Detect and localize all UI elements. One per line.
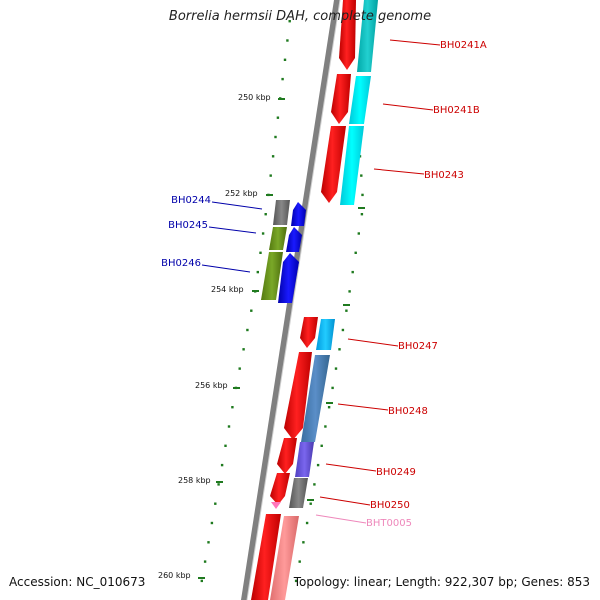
- right-rail-dot: [357, 232, 360, 235]
- left-rail-dot: [224, 444, 227, 447]
- right-rail-dot: [305, 521, 309, 525]
- scale-label-256kbp: 256 kbp: [195, 381, 228, 390]
- gene-label-bh0241a[interactable]: BH0241A: [440, 40, 487, 51]
- left-rail-dot: [271, 155, 275, 158]
- gene-arrow-bh0247[interactable]: [300, 317, 318, 348]
- right-rail-dot: [341, 328, 345, 332]
- scale-label-254kbp: 254 kbp: [211, 285, 244, 294]
- scale-labels: 250 kbp 252 kbp 254 kbp 256 kbp 258 kbp …: [158, 93, 271, 580]
- page-title: Borrelia hermsii DAH, complete genome: [168, 9, 432, 24]
- label-leader-lines: [201, 39, 441, 524]
- gene-arrow-bh0245[interactable]: [286, 227, 302, 252]
- scale-label-258kbp: 258 kbp: [178, 476, 211, 485]
- right-rail-dot: [324, 425, 327, 428]
- left-rail-dot: [269, 174, 272, 177]
- left-rail-dot: [203, 560, 207, 563]
- scale-label-252kbp: 252 kbp: [225, 189, 258, 198]
- left-rail-dot: [283, 58, 287, 61]
- scale-label-260kbp: 260 kbp: [158, 571, 191, 580]
- gene-arrow-bh0246[interactable]: [278, 253, 299, 303]
- gene-label-bh0246[interactable]: BH0246: [161, 258, 201, 269]
- left-rail-dot: [261, 232, 265, 235]
- right-rail-dot: [334, 367, 338, 370]
- left-rail-dot: [217, 483, 220, 486]
- right-rail-dot: [348, 290, 351, 293]
- gene-arrow-bh0241a[interactable]: [339, 0, 356, 70]
- left-rail-dot: [276, 116, 280, 119]
- left-rail-dot: [207, 541, 210, 544]
- gene-label-bh0250[interactable]: BH0250: [370, 500, 410, 511]
- right-rail-dot: [354, 251, 357, 254]
- gene-block-bh0248[interactable]: [301, 355, 330, 442]
- right-rail-dot: [327, 406, 331, 409]
- right-rail-dot: [316, 463, 320, 467]
- left-rail-dot: [246, 328, 249, 332]
- gene-label-bh0245[interactable]: BH0245: [168, 220, 208, 231]
- right-rail-dot: [298, 560, 301, 563]
- gene-block-bh0247[interactable]: [316, 319, 335, 350]
- right-rail-dot: [320, 444, 323, 447]
- gene-label-bh0249[interactable]: BH0249: [376, 467, 416, 478]
- gene-block-bh0250[interactable]: [289, 478, 308, 508]
- gene-label-bh0244[interactable]: BH0244: [171, 195, 211, 206]
- gene-block-bh0241b[interactable]: [349, 76, 371, 124]
- right-rail-dot: [351, 270, 354, 274]
- right-rail-dot: [302, 541, 305, 544]
- left-rail-dot: [286, 39, 289, 42]
- gene-block-bh0249[interactable]: [295, 442, 314, 477]
- left-rail-dot: [214, 502, 217, 505]
- left-rail-dot: [200, 579, 203, 583]
- left-rail-dot: [210, 521, 214, 525]
- gene-labels: BH0241A BH0241B BH0243 BH0244 BH0245 BH0…: [161, 40, 487, 529]
- left-rail-dot: [227, 425, 231, 428]
- gene-block-bh0241a[interactable]: [357, 0, 378, 72]
- right-rail-dot: [360, 174, 363, 177]
- gene-block-bh0244[interactable]: [273, 200, 290, 225]
- right-rail-dot: [309, 502, 312, 505]
- gene-arrow-next-1[interactable]: [251, 514, 281, 600]
- topology-text: Topology: linear; Length: 922,307 bp; Ge…: [293, 575, 590, 589]
- right-rail-dot: [345, 309, 348, 312]
- left-rail-dot: [288, 20, 291, 23]
- left-rail-dot: [242, 348, 245, 351]
- gene-block-bh0243[interactable]: [340, 126, 364, 205]
- gene-arrow-bh0249[interactable]: [277, 438, 297, 474]
- gene-block-bh0245[interactable]: [269, 227, 287, 250]
- gene-cluster-bh0247-0250: [251, 317, 335, 600]
- left-rail-dot: [231, 406, 234, 409]
- gene-label-bh0241b[interactable]: BH0241B: [433, 105, 480, 116]
- gene-arrow-bh0241b[interactable]: [331, 74, 351, 124]
- right-rail-dot: [360, 213, 364, 216]
- gene-block-next-1[interactable]: [270, 516, 299, 600]
- gene-label-bht0005[interactable]: BHT0005: [366, 518, 412, 529]
- gene-cluster-bh0241-0243: [321, 0, 378, 205]
- gene-block-bh0246[interactable]: [261, 252, 283, 300]
- gene-arrow-bh0250[interactable]: [270, 473, 290, 505]
- gene-label-bh0248[interactable]: BH0248: [388, 406, 428, 417]
- left-rail-dot: [281, 77, 284, 81]
- gene-label-bh0243[interactable]: BH0243: [424, 170, 464, 181]
- right-rail-dot: [331, 386, 334, 390]
- gene-arrow-bht0005[interactable]: [271, 502, 281, 509]
- accession-text: Accession: NC_010673: [9, 575, 146, 589]
- left-rail-dot: [238, 367, 241, 370]
- right-rail-dot: [361, 193, 364, 197]
- left-rail-dot: [220, 463, 224, 467]
- left-rail-dot: [250, 309, 253, 312]
- gene-label-bh0247[interactable]: BH0247: [398, 341, 438, 352]
- right-rail-dot: [313, 483, 316, 486]
- right-rail-dot: [338, 348, 341, 351]
- right-rail-dot: [294, 579, 298, 583]
- gene-arrow-bh0244[interactable]: [291, 202, 306, 226]
- left-rail-dot: [274, 135, 277, 139]
- gene-arrow-bh0248[interactable]: [284, 352, 312, 440]
- left-rail-dot: [259, 251, 262, 254]
- left-rail-dot: [256, 270, 259, 274]
- gene-arrow-bh0243[interactable]: [321, 126, 346, 203]
- scale-label-250kbp: 250 kbp: [238, 93, 271, 102]
- gene-cluster-bh0244-0246: [261, 200, 306, 303]
- left-rail-dot: [264, 213, 267, 216]
